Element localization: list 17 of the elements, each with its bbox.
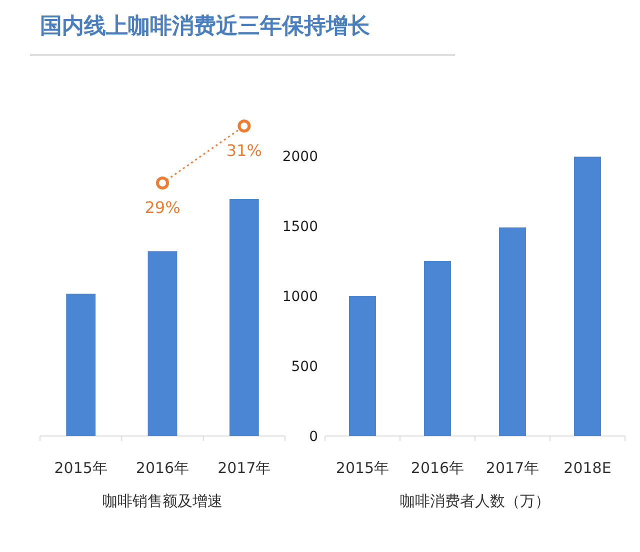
- y-tick-label: 500: [291, 359, 318, 375]
- data-label: 31%: [226, 141, 262, 160]
- y-tick-label: 1000: [282, 289, 318, 305]
- x-axis-title: 咖啡消费者人数（万）: [400, 492, 550, 510]
- x-axis-title: 咖啡销售额及增速: [102, 492, 222, 510]
- x-tick-label: 2017年: [218, 459, 271, 477]
- x-tick-label: 2018E: [564, 459, 612, 477]
- x-tick-label: 2016年: [136, 459, 190, 477]
- x-tick-label: 2015年: [54, 459, 108, 477]
- data-label: 29%: [144, 198, 180, 217]
- x-tick-label: 2015年: [336, 459, 390, 477]
- y-tick-label: 2000: [282, 149, 318, 165]
- y-tick-label: 0: [309, 429, 318, 445]
- y-tick-label: 1500: [282, 219, 318, 235]
- text: 国内线上咖啡消费近三年保持增长: [40, 14, 371, 39]
- x-tick-label: 2017年: [486, 459, 540, 477]
- x-tick-label: 2016年: [410, 459, 464, 477]
